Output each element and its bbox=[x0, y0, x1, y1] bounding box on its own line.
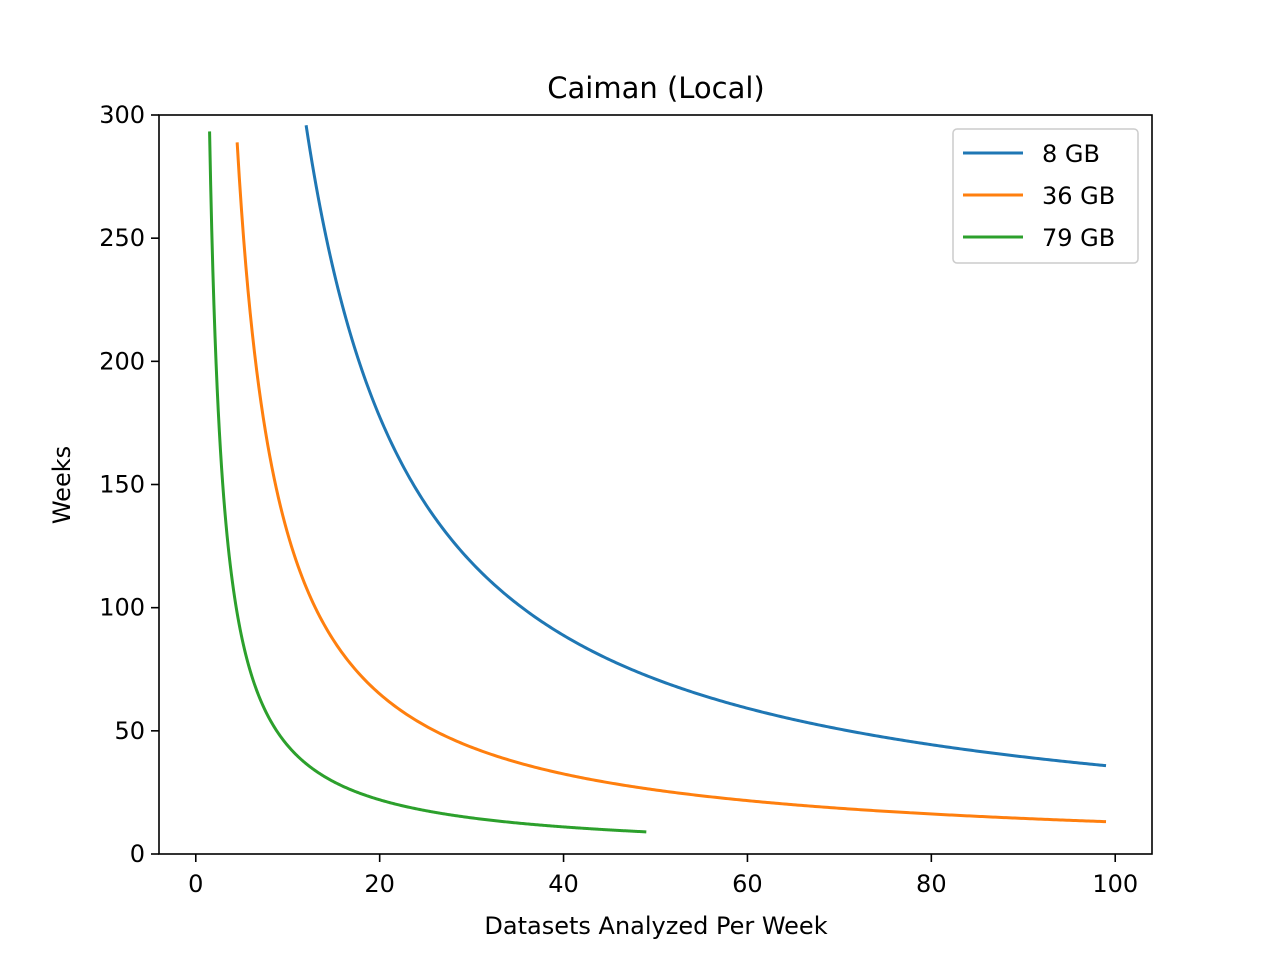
x-tick-label: 40 bbox=[548, 870, 579, 898]
x-tick-label: 20 bbox=[364, 870, 395, 898]
legend-label: 8 GB bbox=[1042, 140, 1100, 168]
x-tick-label: 100 bbox=[1092, 870, 1138, 898]
legend-items: 8 GB 36 GB 79 GB bbox=[963, 140, 1115, 252]
y-tick-label: 100 bbox=[99, 594, 145, 622]
y-axis-ticks: 0 50 100 150 200 250 300 bbox=[99, 101, 159, 868]
x-tick-label: 0 bbox=[188, 870, 203, 898]
y-tick-label: 0 bbox=[130, 840, 145, 868]
series-layer bbox=[208, 125, 1107, 834]
x-axis-ticks: 0 20 40 60 80 100 bbox=[188, 854, 1138, 898]
x-tick-label: 80 bbox=[916, 870, 947, 898]
series-line-3 bbox=[208, 131, 647, 834]
legend-label: 79 GB bbox=[1042, 224, 1115, 252]
series-line-1 bbox=[304, 125, 1107, 768]
x-tick-label: 60 bbox=[732, 870, 763, 898]
y-axis-label: Weeks bbox=[48, 446, 76, 524]
legend: 8 GB 36 GB 79 GB bbox=[952, 128, 1139, 264]
x-axis-label: Datasets Analyzed Per Week bbox=[484, 912, 827, 940]
y-tick-label: 250 bbox=[99, 224, 145, 252]
legend-box bbox=[952, 128, 1139, 264]
series-line-2 bbox=[235, 142, 1107, 824]
y-tick-label: 200 bbox=[99, 347, 145, 375]
chart-title: Caiman (Local) bbox=[547, 71, 765, 105]
y-tick-label: 150 bbox=[99, 471, 145, 499]
y-tick-label: 50 bbox=[114, 717, 145, 745]
legend-label: 36 GB bbox=[1042, 182, 1115, 210]
y-tick-label: 300 bbox=[99, 101, 145, 129]
